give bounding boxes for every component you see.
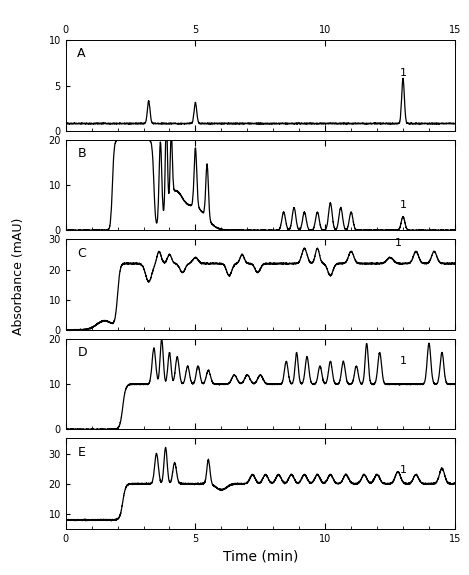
- Text: 1: 1: [400, 465, 407, 475]
- Text: B: B: [77, 147, 86, 160]
- Text: 1: 1: [400, 68, 407, 78]
- Text: 1: 1: [400, 200, 407, 210]
- Text: 1: 1: [394, 239, 401, 248]
- Text: 1: 1: [400, 356, 407, 366]
- Text: C: C: [77, 247, 86, 259]
- X-axis label: Time (min): Time (min): [223, 550, 298, 564]
- Text: Absorbance (mAU): Absorbance (mAU): [12, 217, 25, 335]
- Text: E: E: [77, 446, 85, 459]
- Text: D: D: [77, 346, 87, 359]
- Text: A: A: [77, 48, 86, 60]
